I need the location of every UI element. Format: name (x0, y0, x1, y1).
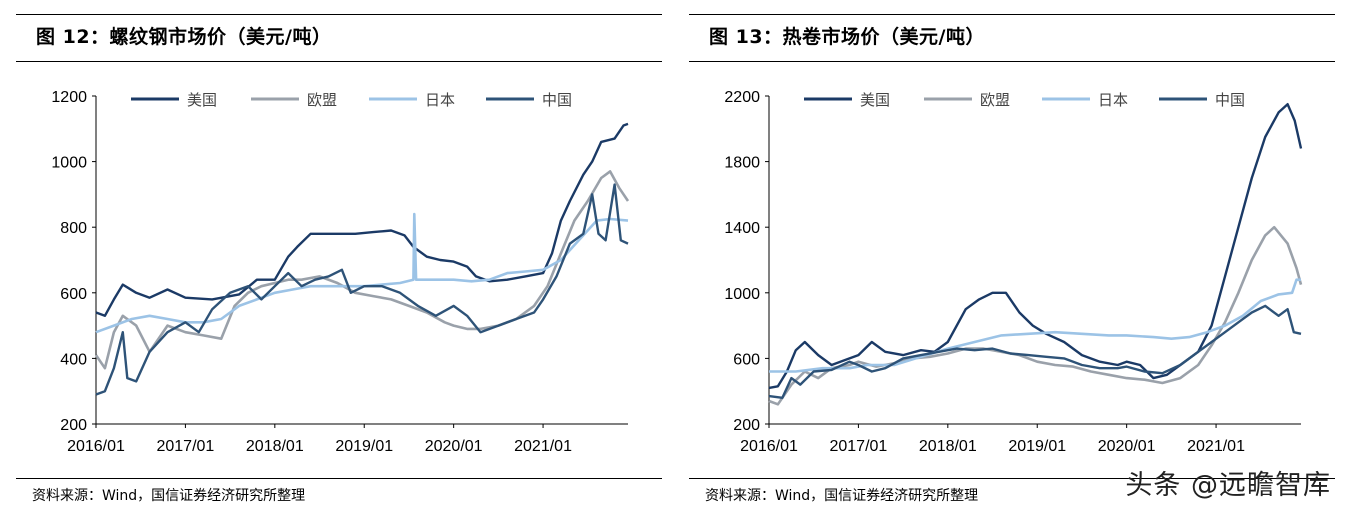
y-tick-label: 1400 (724, 220, 760, 237)
legend-label: 欧盟 (980, 92, 1010, 109)
x-tick-label: 2019/01 (1008, 438, 1066, 455)
legend-label: 欧盟 (307, 92, 337, 109)
legend-label: 美国 (860, 92, 890, 109)
y-tick-label: 1800 (724, 155, 760, 172)
series-line-3 (95, 212, 629, 334)
bottom-rule (16, 478, 662, 479)
figure-title: 图 12：螺纹钢市场价（美元/吨） (36, 26, 332, 48)
bottom-rule (689, 478, 1335, 479)
x-tick-label: 2018/01 (246, 438, 304, 455)
legend-label: 中国 (542, 92, 572, 109)
x-tick-label: 2016/01 (67, 438, 125, 455)
rebar-price-chart: 200 400 600 800 1000 1200 2016/01 2017/01 2018/0… (51, 89, 630, 455)
x-tick-label: 2018/01 (919, 438, 977, 455)
chart-panel-rebar: 图 12：螺纹钢市场价（美元/吨） 200 400 600 800 1000 1200 20… (16, 0, 662, 514)
watermark: 头条 @远瞻智库 (1125, 470, 1331, 501)
y-tick-label: 200 (733, 417, 760, 434)
y-tick-label: 1000 (51, 155, 87, 172)
top-rule (16, 14, 662, 15)
series-line-1 (768, 103, 1303, 390)
x-tick-label: 2020/01 (425, 438, 483, 455)
series-line-4 (95, 183, 629, 396)
legend-label: 日本 (1098, 92, 1128, 109)
series-line-4 (768, 304, 1302, 399)
hot-coil-price-chart: 200 600 1000 1400 1800 2200 2016/01 2017/01 2018… (724, 89, 1303, 455)
y-tick-label: 600 (60, 286, 87, 303)
y-tick-label: 2200 (724, 89, 760, 106)
title-rule (16, 61, 662, 62)
x-tick-label: 2016/01 (740, 438, 798, 455)
y-tick-label: 800 (60, 220, 87, 237)
source-note: 资料来源：Wind，国信证券经济研究所整理 (32, 488, 306, 504)
x-tick-label: 2021/01 (1187, 438, 1245, 455)
top-rule (689, 14, 1335, 15)
y-tick-label: 600 (733, 351, 760, 368)
source-note: 资料来源：Wind，国信证券经济研究所整理 (705, 488, 979, 504)
legend-label: 日本 (425, 92, 455, 109)
legend-label: 美国 (187, 92, 217, 109)
x-tick-label: 2017/01 (829, 438, 887, 455)
x-tick-label: 2021/01 (514, 438, 572, 455)
series-line-2 (768, 225, 1303, 406)
x-tick-label: 2020/01 (1098, 438, 1156, 455)
series-line-2 (94, 170, 630, 370)
x-tick-label: 2017/01 (156, 438, 214, 455)
y-tick-label: 200 (60, 417, 87, 434)
series-line-1 (95, 122, 629, 317)
y-tick-label: 1200 (51, 89, 87, 106)
series-line-3 (769, 278, 1301, 373)
chart-panel-hot-coil: 图 13：热卷市场价（美元/吨） 200 600 1000 1400 1800 2200 2… (689, 0, 1335, 514)
y-tick-label: 1000 (724, 286, 760, 303)
x-tick-label: 2019/01 (335, 438, 393, 455)
legend-label: 中国 (1215, 92, 1245, 109)
y-tick-label: 400 (60, 351, 87, 368)
figure-title: 图 13：热卷市场价（美元/吨） (709, 26, 985, 48)
title-rule (689, 61, 1335, 62)
